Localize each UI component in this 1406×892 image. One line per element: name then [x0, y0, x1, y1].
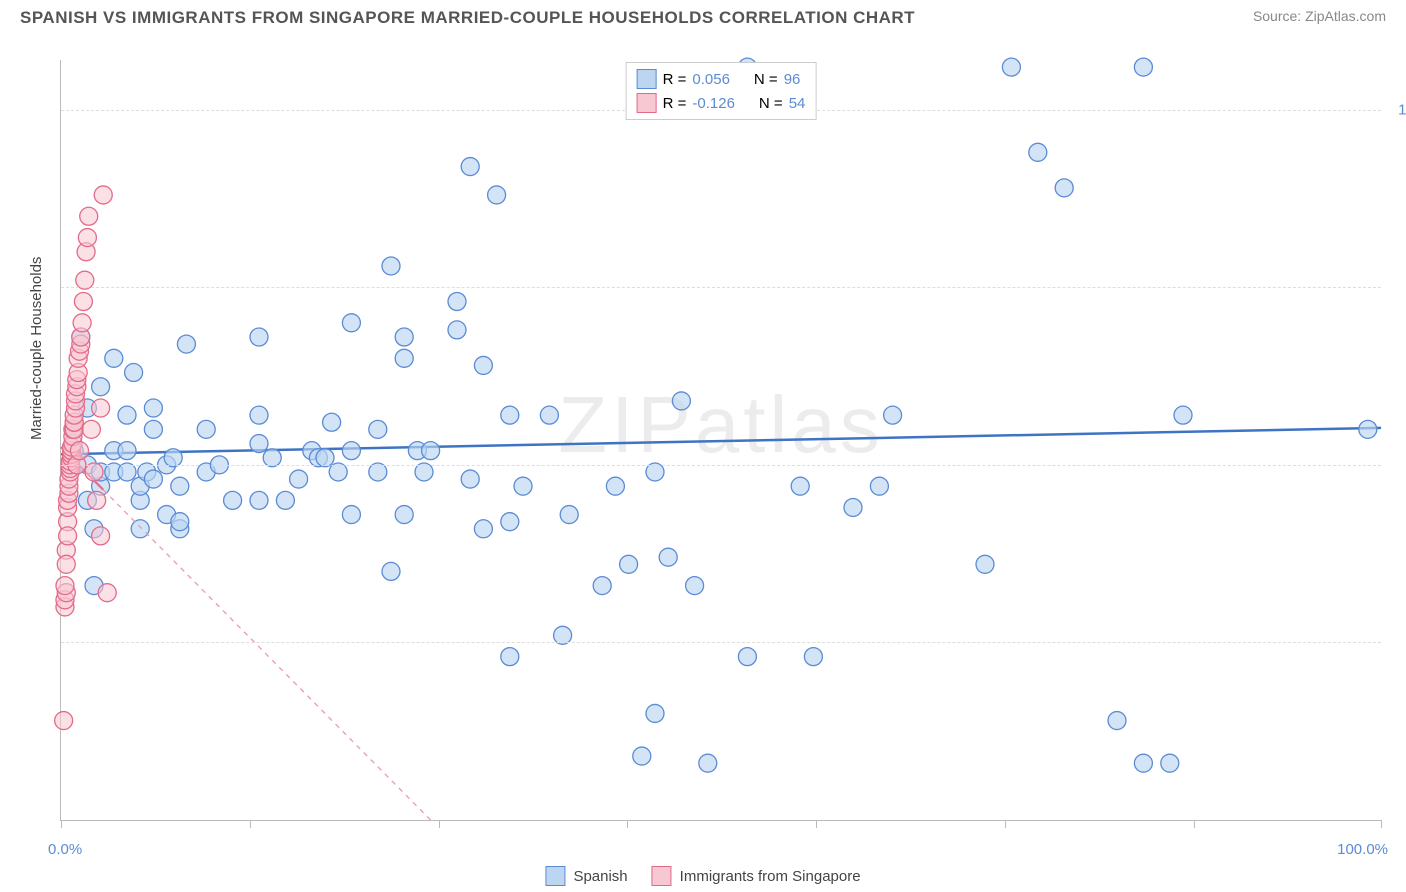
legend-label: Spanish — [573, 868, 627, 885]
n-label: N = — [754, 71, 778, 88]
swatch-icon — [652, 866, 672, 886]
chart-plot-area: ZIPatlas R = 0.056 N = 96 R = -0.126 N =… — [60, 60, 1381, 821]
r-label: R = — [663, 71, 687, 88]
r-value: 0.056 — [692, 71, 730, 88]
swatch-icon — [545, 866, 565, 886]
swatch-icon — [637, 69, 657, 89]
stats-row-singapore: R = -0.126 N = 54 — [637, 91, 806, 115]
r-value: -0.126 — [692, 95, 735, 112]
y-tick-label: 100.0% — [1398, 101, 1406, 118]
swatch-icon — [637, 93, 657, 113]
stats-row-spanish: R = 0.056 N = 96 — [637, 67, 806, 91]
y-axis-title: Married-couple Households — [28, 257, 45, 440]
legend-item-spanish: Spanish — [545, 866, 627, 886]
legend: Spanish Immigrants from Singapore — [545, 866, 860, 886]
n-value: 54 — [789, 95, 806, 112]
scatter-svg — [61, 60, 1381, 820]
x-max-label: 100.0% — [1337, 841, 1388, 858]
x-min-label: 0.0% — [48, 841, 82, 858]
legend-item-singapore: Immigrants from Singapore — [652, 866, 861, 886]
legend-label: Immigrants from Singapore — [680, 868, 861, 885]
stats-box: R = 0.056 N = 96 R = -0.126 N = 54 — [626, 62, 817, 120]
source-label: Source: ZipAtlas.com — [1253, 8, 1386, 24]
n-label: N = — [759, 95, 783, 112]
n-value: 96 — [784, 71, 801, 88]
r-label: R = — [663, 95, 687, 112]
chart-title: SPANISH VS IMMIGRANTS FROM SINGAPORE MAR… — [20, 8, 915, 28]
